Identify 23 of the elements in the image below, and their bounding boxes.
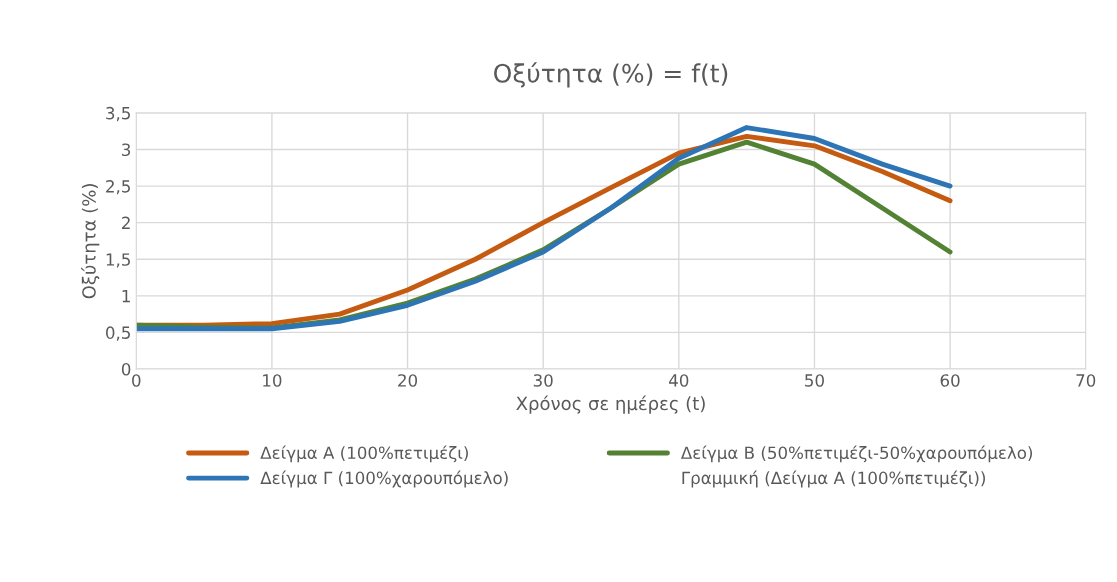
x-tick-label: 70 xyxy=(1076,374,1096,387)
y-tick-label: 3,5 xyxy=(106,106,130,122)
x-tick-label: 30 xyxy=(533,374,553,387)
y-tick-label: 0,5 xyxy=(106,326,130,341)
y-tick-label: 0 xyxy=(121,362,131,376)
x-tick-label: 40 xyxy=(669,374,689,387)
x-tick-label: 0 xyxy=(132,374,141,387)
y-tick-label: 1 xyxy=(122,290,130,303)
y-tick-label: 2,5 xyxy=(106,180,130,195)
chart-title: Οξύτητα (%) = f(t) xyxy=(494,62,728,88)
y-axis-title: Οξύτητα (%) xyxy=(81,184,100,299)
y-tick-label: 3 xyxy=(122,143,131,157)
legend-label: Δείγμα Α (100%πετιμέζι) xyxy=(260,445,468,463)
y-tick-label: 2 xyxy=(122,216,130,229)
x-tick-label: 60 xyxy=(940,374,960,387)
x-axis-title: Χρόνος σε ημέρες (t) xyxy=(516,395,705,414)
x-tick-label: 10 xyxy=(263,374,282,387)
x-tick-label: 20 xyxy=(398,374,418,387)
legend-label: Δείγμα Γ (100%χαρουπόμελο) xyxy=(260,470,508,488)
x-tick-label: 50 xyxy=(805,374,824,387)
text: Γραμμική (Δείγμα Α (100%πετιμέζι)) xyxy=(682,470,985,488)
y-tick-label: 1,5 xyxy=(106,253,130,268)
legend-label: Δείγμα Β (50%πετιμέζι-50%χαρουπόμελο) xyxy=(680,445,1033,463)
